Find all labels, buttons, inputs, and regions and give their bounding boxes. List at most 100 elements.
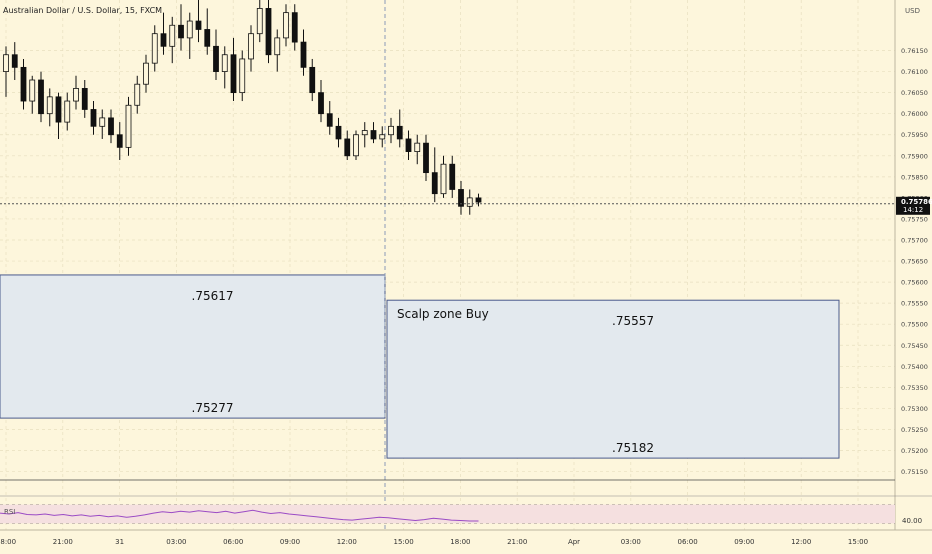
- rsi-line: [0, 509, 479, 522]
- price-axis-ticks: 0.76150 0.76100 0.76050 0.76000 0.75950 0.759…: [901, 47, 928, 476]
- candle-body: [256, 8, 263, 35]
- price-tick-label: 0.76050: [901, 89, 928, 97]
- candle-body: [379, 134, 386, 140]
- rsi-label: RSI: [4, 508, 15, 516]
- price-tick-label: 0.75450: [901, 342, 928, 350]
- candle: [283, 4, 289, 47]
- price-tick-label: 0.75750: [901, 215, 928, 223]
- symbol-title[interactable]: Australian Dollar / U.S. Dollar, 15, FXC…: [3, 6, 162, 15]
- candle: [440, 155, 447, 198]
- time-tick-label: 21:00: [507, 538, 527, 546]
- candle: [20, 58, 27, 110]
- candle: [169, 16, 176, 64]
- time-tick-label: 12:00: [791, 538, 811, 546]
- candle-body: [370, 130, 377, 140]
- candle: [309, 58, 316, 102]
- candle: [195, 0, 202, 43]
- candle-body: [475, 197, 482, 203]
- candle: [423, 134, 429, 182]
- price-tick-label: 0.75500: [901, 321, 928, 329]
- price-tick-label: 0.76000: [901, 110, 928, 118]
- candle-body: [344, 138, 351, 157]
- time-tick-label: 15:00: [848, 538, 868, 546]
- candle-body: [143, 62, 149, 85]
- time-axis[interactable]: 18:00 21:00 31 03:00 06:00 09:00 12:00 15:00 18:…: [0, 538, 868, 546]
- candle: [265, 0, 272, 64]
- candle-body: [116, 134, 123, 148]
- candle-body: [283, 12, 289, 39]
- candle: [90, 101, 97, 135]
- candle-body: [11, 54, 18, 68]
- time-tick-label: 18:00: [0, 538, 16, 546]
- zone-rect: [0, 274, 386, 419]
- candle-body: [213, 45, 219, 72]
- time-tick-label: 09:00: [280, 538, 300, 546]
- time-tick-label: 21:00: [53, 538, 73, 546]
- candle-body: [160, 33, 167, 47]
- price-axis[interactable]: [895, 0, 932, 530]
- candle-body: [73, 88, 79, 102]
- rsi-level-label: 40.00: [902, 517, 922, 525]
- candle-body: [125, 104, 132, 148]
- candle: [361, 122, 368, 148]
- candle-body: [309, 66, 316, 94]
- candle: [379, 126, 386, 148]
- price-tick-label: 0.76100: [901, 68, 928, 76]
- candle: [291, 4, 298, 51]
- currency-label: USD: [905, 7, 920, 15]
- zone-box[interactable]: .75557 .75182 Scalp zone Buy: [386, 299, 840, 459]
- zones[interactable]: .75617 .75277 .75557 .75182 Scalp zone Buy: [0, 274, 840, 459]
- price-tick-label: 0.75850: [901, 173, 928, 181]
- time-tick-label: Apr: [568, 538, 580, 546]
- candle: [99, 109, 106, 139]
- candle: [370, 122, 377, 144]
- candle: [3, 46, 9, 97]
- zone-box[interactable]: .75617 .75277: [0, 274, 386, 419]
- candle: [116, 122, 123, 160]
- price-tick-label: 0.75700: [901, 237, 928, 245]
- candle-body: [353, 134, 359, 157]
- candle: [335, 117, 342, 148]
- candle: [64, 92, 71, 131]
- candle-body: [318, 92, 324, 115]
- candle: [213, 29, 219, 80]
- candle: [318, 80, 324, 123]
- candle-body: [239, 58, 246, 94]
- rsi-pane[interactable]: RSI 40.00: [0, 504, 922, 525]
- candle-body: [449, 163, 456, 190]
- candle: [239, 50, 246, 102]
- bar-countdown: 14:12: [903, 206, 923, 214]
- candle: [449, 155, 456, 198]
- candle-body: [195, 20, 202, 30]
- candle: [204, 8, 211, 55]
- price-tick-label: 0.75150: [901, 468, 928, 476]
- price-tick-label: 0.75950: [901, 131, 928, 139]
- candle-body: [29, 79, 36, 102]
- candle-body: [248, 33, 254, 60]
- rsi-band: [0, 504, 895, 524]
- candle-body: [99, 117, 106, 127]
- candle-body: [274, 37, 281, 56]
- candle-body: [108, 117, 114, 136]
- candle-body: [388, 125, 394, 136]
- candle: [29, 75, 36, 114]
- price-tick-label: 0.75350: [901, 384, 928, 392]
- price-tick-label: 0.75250: [901, 426, 928, 434]
- candle-body: [46, 96, 53, 115]
- candle: [388, 117, 394, 144]
- candle-body: [414, 142, 421, 152]
- candle-body: [90, 109, 97, 127]
- candle: [230, 37, 237, 102]
- candle: [300, 29, 307, 76]
- last-price-value: 0.75786: [901, 198, 932, 206]
- price-tick-label: 0.75400: [901, 363, 928, 371]
- candle: [46, 88, 53, 127]
- candle: [73, 75, 79, 110]
- zone-top-label: .75557: [612, 314, 654, 328]
- time-tick-label: 06:00: [223, 538, 243, 546]
- price-tick-label: 0.75900: [901, 152, 928, 160]
- time-tick-label: 09:00: [734, 538, 754, 546]
- candle: [458, 181, 464, 215]
